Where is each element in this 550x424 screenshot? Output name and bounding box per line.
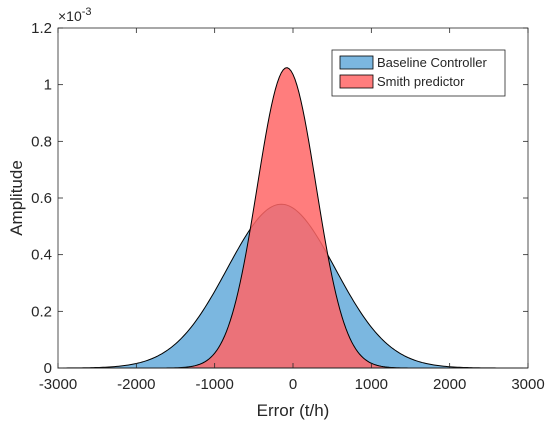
exponent-base: ×10 <box>58 8 82 24</box>
x-axis-label: Error (t/h) <box>257 401 330 420</box>
y-tick-label: 0.6 <box>31 190 52 207</box>
x-tick-label: 1000 <box>355 376 388 393</box>
x-tick-label: 2000 <box>433 376 466 393</box>
y-tick-label: 1 <box>44 77 52 94</box>
y-tick-label: 0 <box>44 360 52 377</box>
x-tick-label: -1000 <box>195 376 233 393</box>
x-tick-label: 0 <box>289 376 297 393</box>
y-tick-label: 0.4 <box>31 247 52 264</box>
y-tick-label: 0.8 <box>31 133 52 150</box>
y-axis-exponent: ×10-3 <box>58 6 92 24</box>
y-axis: 0 0.2 0.4 0.6 0.8 1 1.2 <box>31 20 528 377</box>
legend-swatch-0 <box>339 55 374 70</box>
legend-swatch-1 <box>339 74 374 89</box>
exponent-value: -3 <box>82 6 92 18</box>
x-axis: -3000 -2000 -1000 0 1000 2000 3000 <box>39 28 545 393</box>
legend-label-1: Smith predictor <box>377 74 465 89</box>
x-tick-label: -3000 <box>39 376 77 393</box>
y-axis-label: Amplitude <box>7 160 26 236</box>
legend: Baseline Controller Smith predictor <box>331 49 506 97</box>
legend-label-0: Baseline Controller <box>377 55 488 70</box>
x-tick-label: 3000 <box>511 376 544 393</box>
y-tick-label: 0.2 <box>31 303 52 320</box>
y-tick-label: 1.2 <box>31 20 52 37</box>
x-tick-label: -2000 <box>117 376 155 393</box>
